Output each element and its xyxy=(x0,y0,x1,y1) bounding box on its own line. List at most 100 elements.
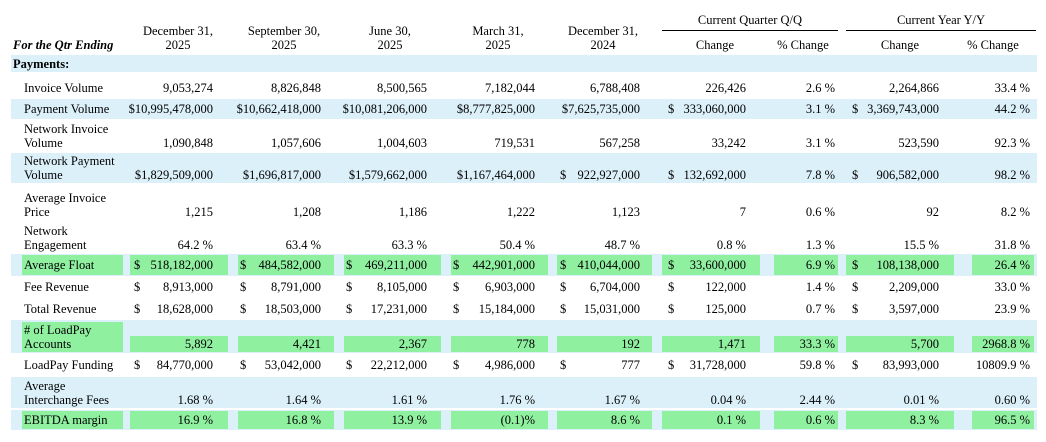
table-cell: 33.3 % xyxy=(799,337,835,351)
table-cell: 44.2 % xyxy=(994,102,1030,116)
table-cell: 4,986,000 xyxy=(485,358,535,372)
table-cell: 22,212,000 xyxy=(370,358,427,372)
table-cell: 6,903,000 xyxy=(485,280,535,294)
table-cell: $10,081,206,000 xyxy=(342,102,427,116)
table-cell: 31,728,000 xyxy=(689,358,746,372)
table-cell: $7,625,735,000 xyxy=(561,102,640,116)
table-cell: (0.1)% xyxy=(500,413,535,427)
table-cell: 1,004,603 xyxy=(377,136,427,150)
table-cell: 8.3 % xyxy=(909,413,939,427)
table-cell: 33,600,000 xyxy=(689,258,746,272)
table-cell: 0.60 % xyxy=(994,393,1030,407)
for-qtr-label: For the Qtr Ending xyxy=(13,38,114,52)
highlight-cell xyxy=(344,336,441,352)
table-cell: 2,209,000 xyxy=(889,280,939,294)
table-cell: 226,426 xyxy=(705,81,746,95)
table-cell: 63.3 % xyxy=(391,238,427,252)
table-cell: 5,700 xyxy=(910,337,939,351)
highlight-cell xyxy=(972,336,1034,352)
table-cell: 6.9 % xyxy=(805,258,835,272)
currency-symbol: $ xyxy=(453,302,460,316)
table-cell: 2968.8 % xyxy=(982,337,1030,351)
currency-symbol: $ xyxy=(852,280,859,294)
highlight-label xyxy=(22,255,123,275)
row-label-line: Average Invoice xyxy=(24,191,107,205)
highlight-cell xyxy=(130,411,228,429)
col-header-sep-2025: September 30, 2025 xyxy=(247,24,321,52)
row-label-line: Network xyxy=(24,224,68,238)
highlight-cell xyxy=(238,255,334,275)
table-cell: 98.2 % xyxy=(994,168,1030,182)
table-cell: 125,000 xyxy=(705,302,746,316)
table-cell: 0.01 % xyxy=(903,393,939,407)
table-cell: 1,123 xyxy=(611,205,640,219)
table-cell: 63.4 % xyxy=(285,238,321,252)
highlight-label xyxy=(22,322,123,352)
table-cell: 15.5 % xyxy=(903,238,939,252)
table-cell: 1,090,848 xyxy=(163,136,213,150)
table-cell: 1.3 % xyxy=(805,238,835,252)
table-cell: 7,182,044 xyxy=(485,81,535,95)
col-header-dec-2024: December 31, 2024 xyxy=(567,24,639,52)
table-cell: 15,184,000 xyxy=(478,302,535,316)
row-label-line: LoadPay Funding xyxy=(24,358,114,372)
table-cell: 8.2 % xyxy=(1000,205,1030,219)
highlight-cell xyxy=(451,255,548,275)
table-cell: 2.44 % xyxy=(799,393,835,407)
row-label: Network Invoice Volume xyxy=(24,122,108,150)
row-label-line: Total Revenue xyxy=(24,302,97,316)
table-cell: 108,138,000 xyxy=(876,258,940,272)
row-label: Fee Revenue xyxy=(24,280,89,294)
row-label: Average Invoice Price xyxy=(24,191,106,219)
table-cell: 13.9 % xyxy=(391,413,427,427)
row-label: Average Float xyxy=(24,258,94,272)
currency-symbol: $ xyxy=(346,302,353,316)
table-cell: 92.3 % xyxy=(994,136,1030,150)
table-cell: 410,044,000 xyxy=(577,258,641,272)
currency-symbol: $ xyxy=(560,258,567,272)
group-rule-qq xyxy=(662,30,838,31)
table-cell: 18,628,000 xyxy=(156,302,213,316)
table-cell: 778 xyxy=(516,337,535,351)
table-cell: 59.8 % xyxy=(799,358,835,372)
currency-symbol: $ xyxy=(668,358,675,372)
table-cell: 8,826,848 xyxy=(271,81,321,95)
table-cell: 567,258 xyxy=(599,136,640,150)
row-label-line: Fee Revenue xyxy=(24,280,89,294)
table-cell: 0.04 % xyxy=(710,393,746,407)
currency-symbol: $ xyxy=(852,302,859,316)
currency-symbol: $ xyxy=(346,358,353,372)
row-label-line: Payment Volume xyxy=(24,102,110,116)
row-label: # of LoadPay Accounts xyxy=(24,323,91,351)
table-cell: 484,582,000 xyxy=(258,258,322,272)
table-cell: 0.7 % xyxy=(805,302,835,316)
currency-symbol: $ xyxy=(560,168,567,182)
col-header-mar-2025: March 31, 2025 xyxy=(472,24,524,52)
table-cell: 84,770,000 xyxy=(156,358,213,372)
table-cell: 333,060,000 xyxy=(683,102,747,116)
table-cell: 15,031,000 xyxy=(583,302,640,316)
row-label-line: Accounts xyxy=(24,337,72,351)
currency-symbol: $ xyxy=(668,280,675,294)
row-label: Network Payment Volume xyxy=(24,154,115,182)
row-label: EBITDA margin xyxy=(24,413,107,427)
table-cell: 9,053,274 xyxy=(163,81,213,95)
col-header-qq-change: Change xyxy=(695,38,735,52)
table-cell: 96.5 % xyxy=(994,413,1030,427)
table-cell: 0.6 % xyxy=(805,205,835,219)
currency-symbol: $ xyxy=(134,280,141,294)
highlight-cell xyxy=(557,255,652,275)
row-label-line: Interchange Fees xyxy=(24,393,110,407)
table-cell: 518,182,000 xyxy=(150,258,214,272)
table-cell: 16.9 % xyxy=(177,413,213,427)
table-cell: 0.8 % xyxy=(716,238,746,252)
table-cell: 1,471 xyxy=(717,337,746,351)
currency-symbol: $ xyxy=(240,280,247,294)
highlight-cell xyxy=(972,255,1034,275)
table-cell: 523,590 xyxy=(898,136,939,150)
row-label-line: Average xyxy=(24,379,66,393)
highlight-cell xyxy=(557,336,652,352)
col-header-jun-2025: June 30, 2025 xyxy=(369,24,411,52)
currency-symbol: $ xyxy=(346,280,353,294)
highlight-cell xyxy=(662,411,760,429)
